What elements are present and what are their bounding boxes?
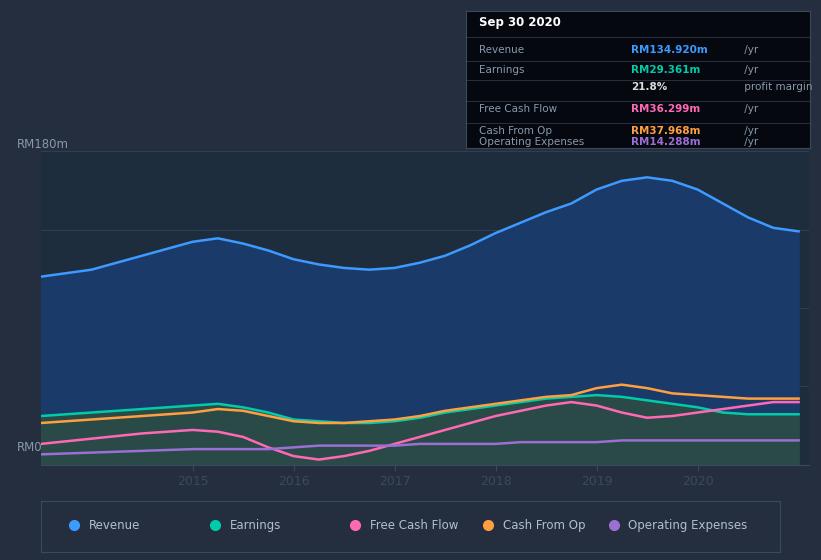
Text: RM14.288m: RM14.288m bbox=[631, 137, 700, 147]
Text: Revenue: Revenue bbox=[479, 45, 525, 55]
Text: RM29.361m: RM29.361m bbox=[631, 65, 700, 75]
Text: Earnings: Earnings bbox=[479, 65, 525, 75]
Text: RM36.299m: RM36.299m bbox=[631, 104, 700, 114]
Text: Cash From Op: Cash From Op bbox=[502, 519, 585, 532]
Text: RM0: RM0 bbox=[16, 441, 42, 454]
Text: Cash From Op: Cash From Op bbox=[479, 125, 553, 136]
Text: /yr: /yr bbox=[741, 65, 759, 75]
Text: Revenue: Revenue bbox=[89, 519, 140, 532]
Text: RM180m: RM180m bbox=[16, 138, 68, 151]
Text: /yr: /yr bbox=[741, 137, 759, 147]
Text: Earnings: Earnings bbox=[230, 519, 281, 532]
Text: Operating Expenses: Operating Expenses bbox=[479, 137, 585, 147]
Text: Operating Expenses: Operating Expenses bbox=[629, 519, 748, 532]
Text: RM134.920m: RM134.920m bbox=[631, 45, 708, 55]
Text: /yr: /yr bbox=[741, 125, 759, 136]
Text: /yr: /yr bbox=[741, 104, 759, 114]
Text: 21.8%: 21.8% bbox=[631, 82, 667, 92]
Text: RM37.968m: RM37.968m bbox=[631, 125, 700, 136]
Text: Free Cash Flow: Free Cash Flow bbox=[369, 519, 458, 532]
Text: profit margin: profit margin bbox=[741, 82, 813, 92]
Text: Free Cash Flow: Free Cash Flow bbox=[479, 104, 557, 114]
Text: Sep 30 2020: Sep 30 2020 bbox=[479, 16, 562, 29]
Text: /yr: /yr bbox=[741, 45, 759, 55]
